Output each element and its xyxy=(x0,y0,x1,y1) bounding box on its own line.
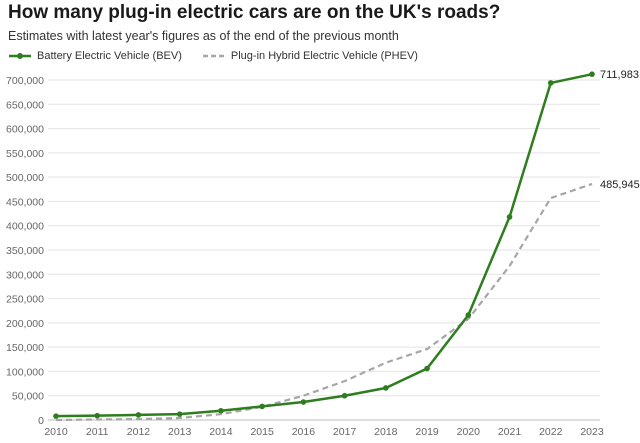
end-label-phev: 485,945 xyxy=(600,179,640,191)
x-tick-label: 2013 xyxy=(168,426,192,438)
data-point-bev xyxy=(300,399,307,405)
end-label-bev: 711,983 xyxy=(600,69,639,81)
chart-title: How many plug-in electric cars are on th… xyxy=(8,2,501,23)
data-point-bev xyxy=(547,80,554,86)
legend-swatch-bev xyxy=(9,53,31,59)
x-tick-label: 2019 xyxy=(415,426,439,438)
data-point-bev xyxy=(218,407,224,414)
x-tick-label: 2017 xyxy=(333,426,357,438)
x-tick-label: 2011 xyxy=(86,426,109,438)
x-tick-label: 2015 xyxy=(250,426,274,438)
chart-subtitle: Estimates with latest year's figures as … xyxy=(8,29,399,43)
y-tick-label: 250,000 xyxy=(6,294,44,306)
data-point-bev xyxy=(135,412,142,418)
data-point-bev xyxy=(53,413,59,419)
x-tick-label: 2021 xyxy=(498,426,522,438)
data-point-bev xyxy=(259,403,265,410)
legend-swatch-phev xyxy=(202,54,225,58)
legend-item-bev: Battery Electric Vehicle (BEV) xyxy=(8,50,182,62)
legend-label-bev: Battery Electric Vehicle (BEV) xyxy=(37,50,182,62)
y-tick-label: 500,000 xyxy=(6,172,44,184)
y-tick-label: 0 xyxy=(38,415,44,427)
series-line-phev xyxy=(55,182,593,422)
y-tick-label: 550,000 xyxy=(6,148,44,160)
x-tick-label: 2023 xyxy=(580,426,604,438)
y-tick-label: 100,000 xyxy=(6,366,44,378)
data-point-bev xyxy=(424,365,430,372)
y-tick-label: 350,000 xyxy=(6,245,44,257)
legend-item-phev: Plug-in Hybrid Electric Vehicle (PHEV) xyxy=(202,50,418,62)
x-tick-label: 2012 xyxy=(127,426,151,438)
x-tick-label: 2020 xyxy=(457,426,481,438)
x-axis-tick-labels: 2010 2011 2012 2013 2014 2015 2016 2017 2018 2019… xyxy=(44,426,604,438)
series-line-bev xyxy=(55,72,593,418)
y-tick-label: 700,000 xyxy=(6,75,44,87)
y-tick-label: 650,000 xyxy=(6,99,44,111)
y-axis-tick-labels: 0 50,000 100,000 150,000 200,000 250,000 300,0… xyxy=(6,75,44,427)
bev-markers xyxy=(53,71,595,419)
data-point-bev xyxy=(176,411,183,417)
y-tick-label: 150,000 xyxy=(6,342,44,354)
y-tick-label: 600,000 xyxy=(6,124,44,136)
x-tick-label: 2014 xyxy=(209,426,233,438)
x-tick-label: 2022 xyxy=(539,426,563,438)
y-tick-label: 300,000 xyxy=(6,269,44,281)
data-point-bev xyxy=(341,392,348,399)
data-point-bev xyxy=(94,412,101,419)
x-tick-label: 2018 xyxy=(374,426,398,438)
y-tick-label: 400,000 xyxy=(6,221,44,233)
x-tick-label: 2016 xyxy=(292,426,316,438)
y-tick-label: 200,000 xyxy=(6,318,44,330)
data-point-bev xyxy=(589,71,595,77)
x-tick-label: 2010 xyxy=(44,426,68,438)
gridlines xyxy=(48,79,600,421)
legend: Battery Electric Vehicle (BEV) Plug-in H… xyxy=(8,50,438,62)
legend-label-phev: Plug-in Hybrid Electric Vehicle (PHEV) xyxy=(230,50,418,62)
data-point-bev xyxy=(465,312,472,318)
y-tick-label: 450,000 xyxy=(6,196,44,208)
data-point-bev xyxy=(383,385,389,391)
y-tick-label: 50,000 xyxy=(12,391,44,403)
data-point-bev xyxy=(506,214,513,220)
